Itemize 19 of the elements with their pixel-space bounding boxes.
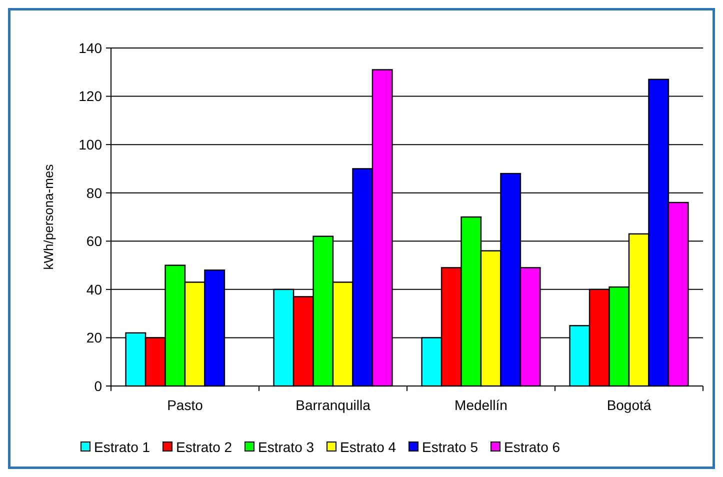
x-tick-label: Medellín (454, 397, 508, 413)
y-tick-label: 100 (78, 136, 102, 152)
legend-label: Estrato 2 (176, 438, 232, 455)
y-tick-label: 120 (78, 88, 102, 104)
y-axis-title: kWh/persona-mes (41, 164, 56, 270)
y-tick-label: 80 (86, 184, 102, 201)
x-tick-label: Barranquilla (296, 397, 371, 413)
legend-label: Estrato 5 (422, 438, 478, 455)
y-tick-label: 0 (94, 378, 102, 394)
x-tick-label: Bogotá (606, 397, 652, 413)
y-tick-label: 140 (78, 40, 102, 56)
legend-label: Estrato 3 (258, 438, 314, 455)
legend-label: Estrato 4 (340, 438, 396, 455)
y-tick-label: 60 (86, 233, 102, 250)
y-tick-label: 20 (86, 330, 102, 346)
y-tick-label: 40 (86, 281, 102, 298)
x-tick-label: Pasto (167, 397, 204, 413)
legend-label: Estrato 1 (94, 438, 150, 455)
legend-label: Estrato 6 (504, 438, 560, 455)
